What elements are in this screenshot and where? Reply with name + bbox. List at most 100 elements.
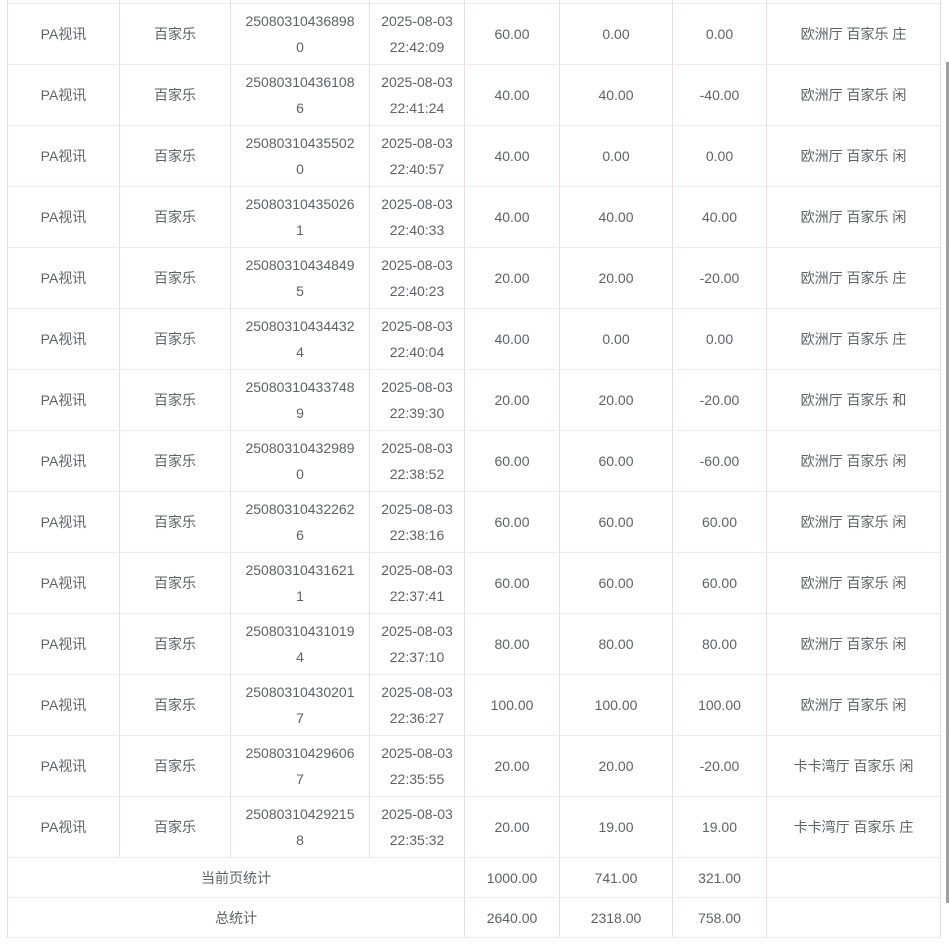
cell-platform: PA视讯	[8, 4, 120, 64]
cell-bet-amount: 60.00	[465, 4, 560, 64]
bet-records-table: PA视讯 百家乐 250803104368980 2025-08-03 22:4…	[7, 0, 941, 938]
cell-game-type: 百家乐	[120, 370, 231, 430]
table-row: PA视讯 百家乐 250803104292158 2025-08-03 22:3…	[8, 797, 940, 858]
table-row: PA视讯 百家乐 250803104316211 2025-08-03 22:3…	[8, 553, 940, 614]
cell-bet-time: 2025-08-03 22:39:30	[370, 370, 465, 430]
cell-win-loss: 0.00	[673, 309, 767, 369]
cell-platform	[8, 0, 120, 3]
table-row: PA视讯 百家乐 250803104310194 2025-08-03 22:3…	[8, 614, 940, 675]
grand-total-valid: 2318.00	[560, 898, 673, 937]
cell-platform: PA视讯	[8, 309, 120, 369]
cell-win-loss	[673, 0, 767, 3]
table-body: PA视讯 百家乐 250803104368980 2025-08-03 22:4…	[8, 4, 940, 858]
cell-valid-bet	[560, 0, 673, 3]
cell-platform: PA视讯	[8, 431, 120, 491]
cell-valid-bet: 60.00	[560, 553, 673, 613]
cell-game-detail: 欧洲厅 百家乐 闲	[800, 87, 907, 103]
current-page-detail-empty	[767, 858, 940, 897]
cell-game-type: 百家乐	[120, 736, 231, 796]
cell-win-loss: 80.00	[673, 614, 767, 674]
cell-bet-amount: 60.00	[465, 431, 560, 491]
cell-bet-time: 2025-08-03 22:38:52	[370, 431, 465, 491]
cell-game-type: 百家乐	[120, 4, 231, 64]
cell-order-number: 250803104292158	[231, 797, 370, 857]
scrollbar-thumb[interactable]	[946, 62, 949, 903]
cell-win-loss: 0.00	[673, 126, 767, 186]
cell-bet-amount: 60.00	[465, 553, 560, 613]
cell-platform: PA视讯	[8, 370, 120, 430]
table-row: PA视讯 百家乐 250803104296067 2025-08-03 22:3…	[8, 736, 940, 797]
cell-order-number: 250803104355020	[231, 126, 370, 186]
cell-win-loss: 100.00	[673, 675, 767, 735]
cell-bet-time: 2025-08-03 22:37:41	[370, 553, 465, 613]
cell-platform: PA视讯	[8, 675, 120, 735]
cell-bet-time: 2025-08-03 22:42:09	[370, 4, 465, 64]
cell-win-loss: 19.00	[673, 797, 767, 857]
table-row: PA视讯 百家乐 250803104350261 2025-08-03 22:4…	[8, 187, 940, 248]
cell-win-loss: -20.00	[673, 248, 767, 308]
cell-valid-bet: 0.00	[560, 4, 673, 64]
cell-bet-time: 2025-08-03 22:37:10	[370, 614, 465, 674]
cell-game-detail: 欧洲厅 百家乐 闲	[800, 148, 907, 164]
cell-game-type: 百家乐	[120, 187, 231, 247]
cell-valid-bet: 19.00	[560, 797, 673, 857]
cell-game-detail: 卡卡湾厅 百家乐 闲	[793, 758, 914, 774]
current-page-summary-label: 当前页统计	[8, 858, 465, 897]
cell-win-loss: -20.00	[673, 370, 767, 430]
cell-game-detail	[767, 0, 940, 3]
cell-win-loss: 0.00	[673, 4, 767, 64]
cell-bet-time: 2025-08-03 22:40:23	[370, 248, 465, 308]
cell-platform: PA视讯	[8, 553, 120, 613]
cell-order-number: 250803104322626	[231, 492, 370, 552]
table-row: PA视讯 百家乐 250803104322626 2025-08-03 22:3…	[8, 492, 940, 553]
cell-platform: PA视讯	[8, 187, 120, 247]
cell-order-number: 250803104337489	[231, 370, 370, 430]
cell-win-loss: -60.00	[673, 431, 767, 491]
current-page-summary-row: 当前页统计 1000.00 741.00 321.00	[8, 858, 940, 898]
cell-platform: PA视讯	[8, 126, 120, 186]
cell-game-detail: 欧洲厅 百家乐 闲	[800, 514, 907, 530]
cell-game-detail: 欧洲厅 百家乐 闲	[800, 453, 907, 469]
table-row: PA视讯 百家乐 250803104355020 2025-08-03 22:4…	[8, 126, 940, 187]
cell-order-number	[231, 0, 370, 3]
cell-platform: PA视讯	[8, 248, 120, 308]
cell-order-number: 250803104344324	[231, 309, 370, 369]
cell-bet-time: 2025-08-03 22:38:16	[370, 492, 465, 552]
cell-platform: PA视讯	[8, 614, 120, 674]
cell-game-type: 百家乐	[120, 126, 231, 186]
cell-win-loss: -40.00	[673, 65, 767, 125]
cell-platform: PA视讯	[8, 65, 120, 125]
cell-game-detail: 欧洲厅 百家乐 和	[800, 392, 907, 408]
table-row: PA视讯 百家乐 250803104329890 2025-08-03 22:3…	[8, 431, 940, 492]
cell-game-type: 百家乐	[120, 431, 231, 491]
cell-valid-bet: 60.00	[560, 492, 673, 552]
grand-total-win-loss: 758.00	[673, 898, 767, 937]
cell-order-number: 250803104361086	[231, 65, 370, 125]
cell-bet-time: 2025-08-03 22:41:24	[370, 65, 465, 125]
cell-order-number: 250803104296067	[231, 736, 370, 796]
table-row: PA视讯 百家乐 250803104348495 2025-08-03 22:4…	[8, 248, 940, 309]
cell-platform: PA视讯	[8, 736, 120, 796]
cell-bet-amount: 40.00	[465, 65, 560, 125]
cell-bet-time	[370, 0, 465, 3]
cell-platform: PA视讯	[8, 492, 120, 552]
cell-order-number: 250803104310194	[231, 614, 370, 674]
grand-total-summary-label: 总统计	[8, 898, 465, 937]
current-page-win-loss-total: 321.00	[673, 858, 767, 897]
cell-order-number: 250803104348495	[231, 248, 370, 308]
clipped-row-top	[8, 0, 940, 4]
grand-total-detail-empty	[767, 898, 940, 937]
cell-win-loss: 60.00	[673, 553, 767, 613]
cell-game-detail: 欧洲厅 百家乐 庄	[800, 331, 907, 347]
grand-total-bet: 2640.00	[465, 898, 560, 937]
table-row: PA视讯 百家乐 250803104368980 2025-08-03 22:4…	[8, 4, 940, 65]
cell-game-detail: 欧洲厅 百家乐 庄	[800, 26, 907, 42]
cell-bet-time: 2025-08-03 22:40:04	[370, 309, 465, 369]
cell-valid-bet: 20.00	[560, 736, 673, 796]
cell-bet-amount: 40.00	[465, 126, 560, 186]
cell-win-loss: -20.00	[673, 736, 767, 796]
cell-bet-amount: 40.00	[465, 309, 560, 369]
vertical-scrollbar[interactable]	[941, 0, 949, 944]
cell-order-number: 250803104316211	[231, 553, 370, 613]
cell-valid-bet: 0.00	[560, 309, 673, 369]
